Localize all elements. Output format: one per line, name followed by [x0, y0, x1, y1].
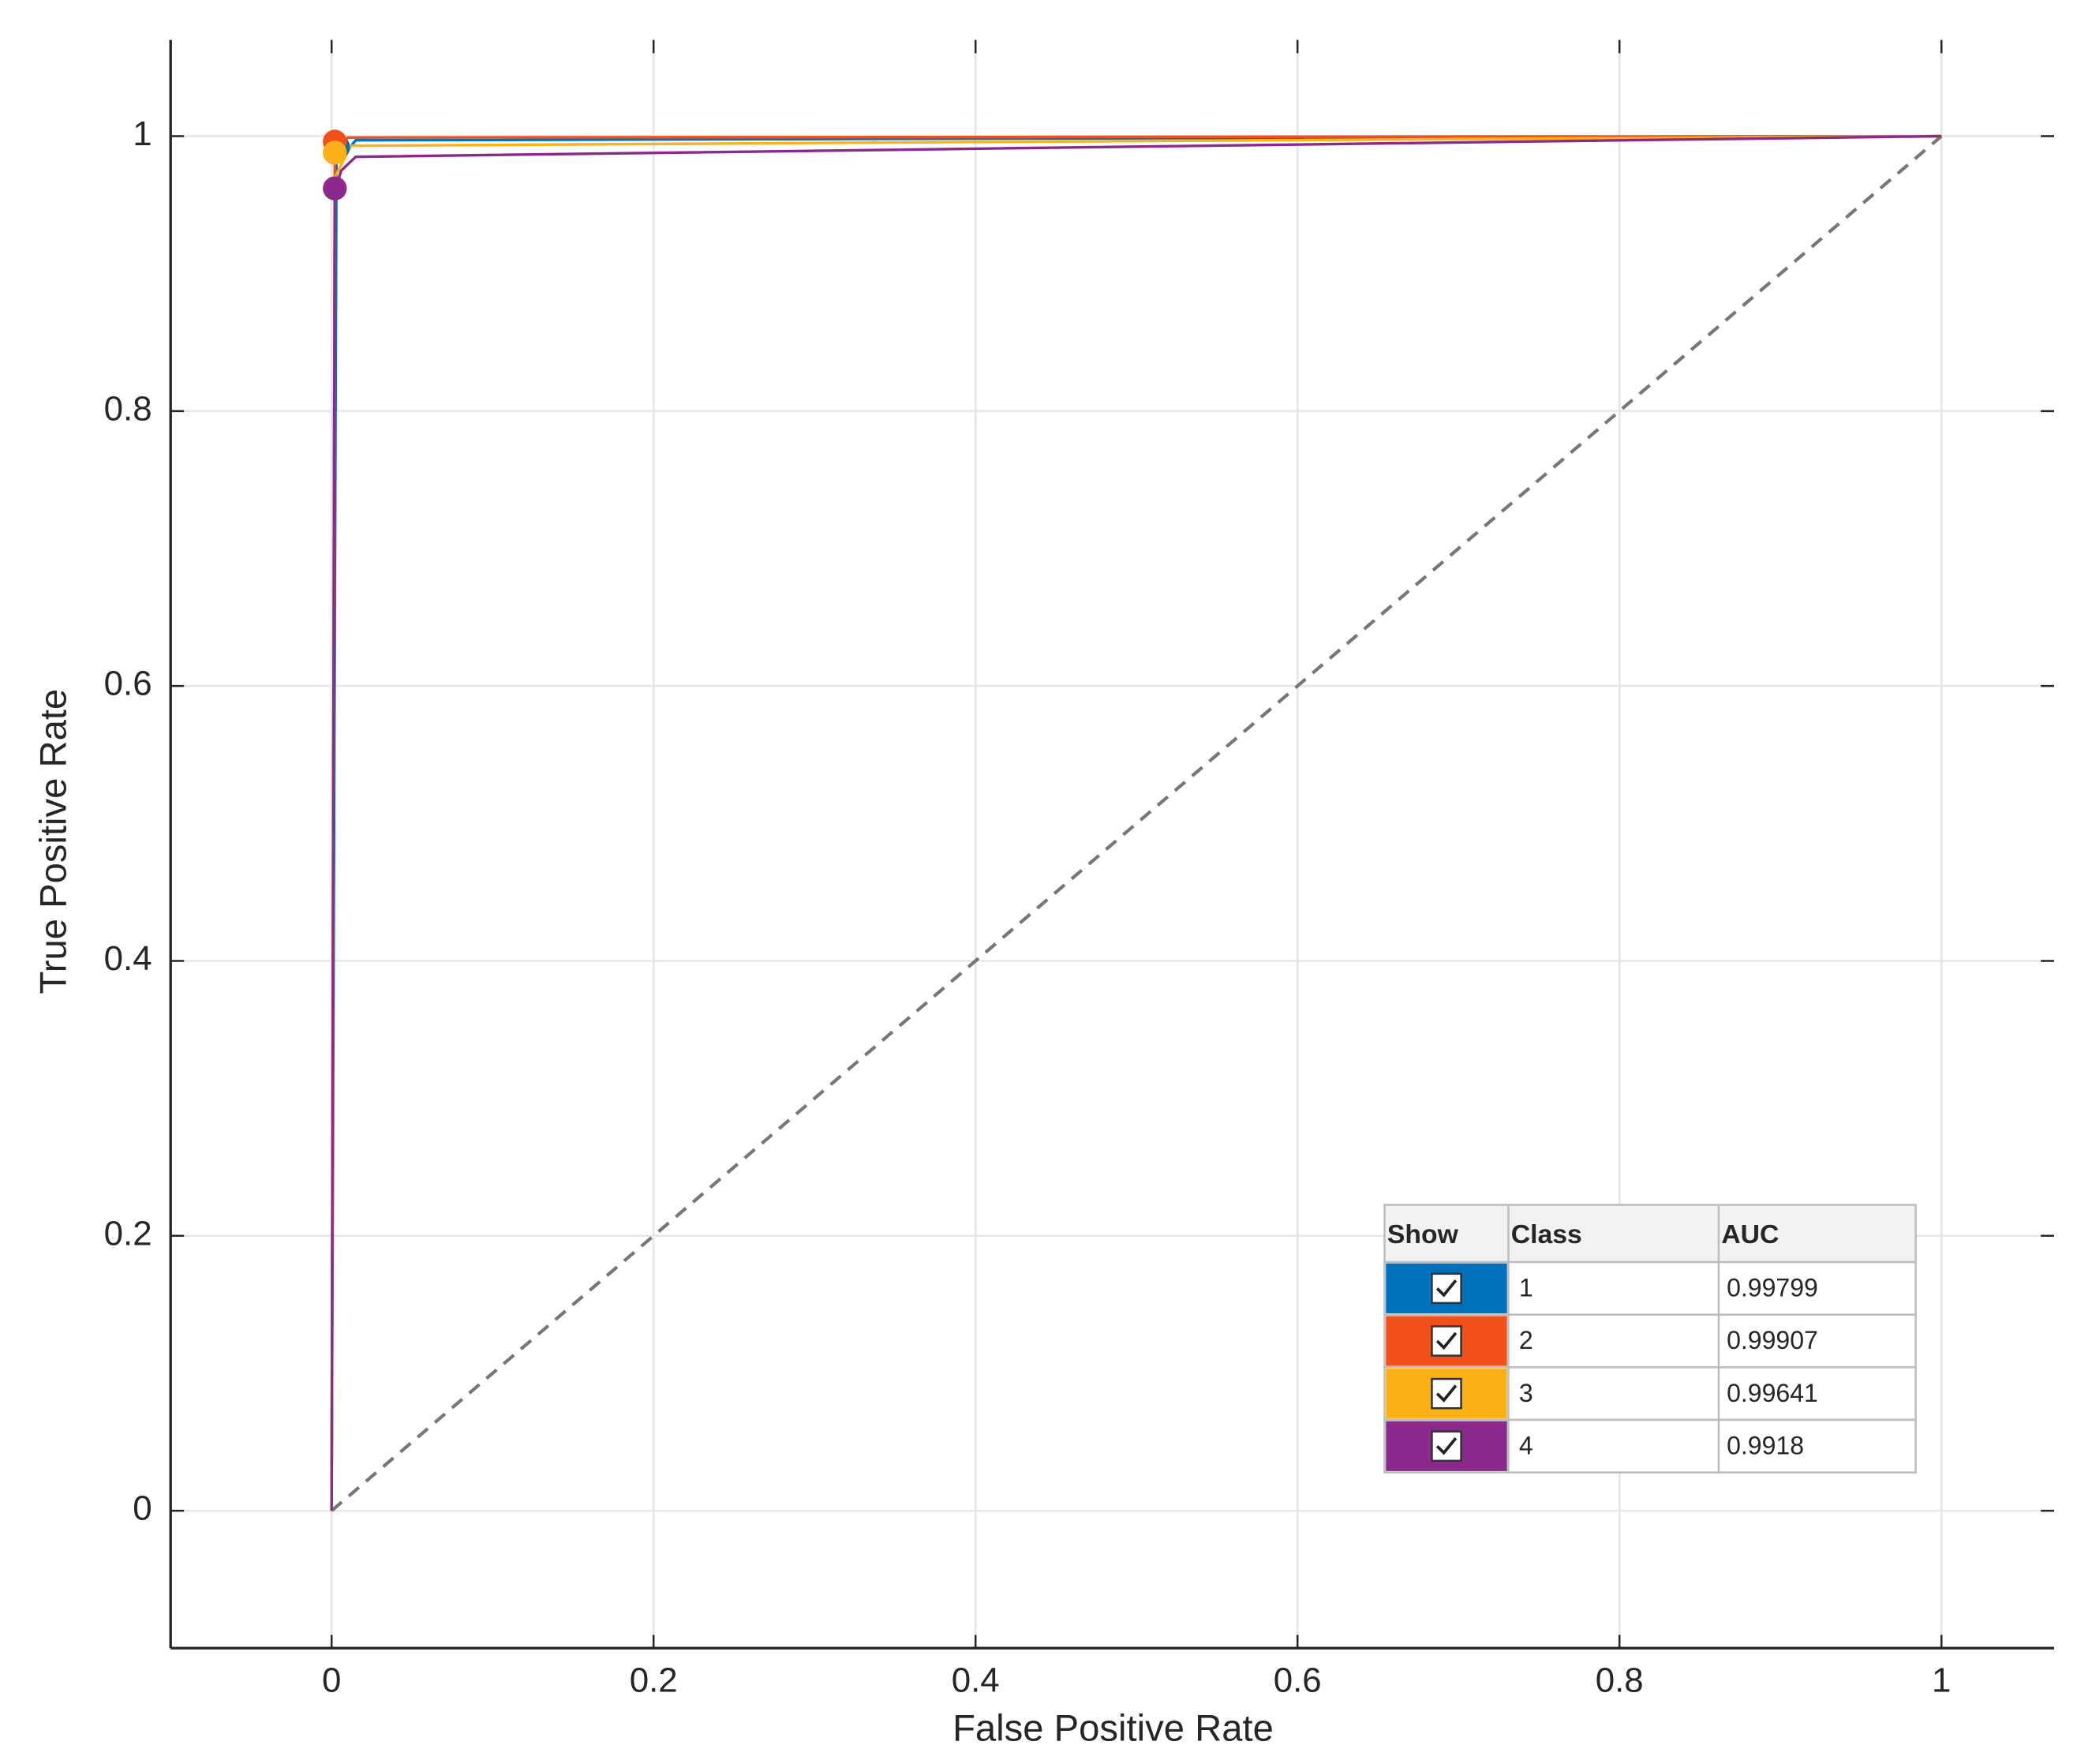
- legend-header: AUC: [1721, 1219, 1779, 1249]
- legend-class: 1: [1519, 1274, 1533, 1302]
- legend-auc: 0.9918: [1727, 1431, 1804, 1459]
- legend-header: Class: [1511, 1219, 1582, 1249]
- show-checkbox[interactable]: [1431, 1325, 1462, 1357]
- y-tick-label: 0.8: [104, 389, 152, 428]
- operating-point: [323, 176, 347, 200]
- x-tick-label: 0: [322, 1661, 341, 1700]
- checkbox-box: [1431, 1377, 1462, 1410]
- legend-auc: 0.99641: [1727, 1379, 1818, 1407]
- roc-curve: [330, 134, 1942, 1511]
- x-tick-label: 0.6: [1274, 1661, 1322, 1700]
- x-tick-label: 0.8: [1596, 1661, 1644, 1700]
- x-tick-label: 1: [1932, 1661, 1951, 1700]
- y-tick-label: 0.6: [104, 665, 152, 703]
- legend-auc: 0.99799: [1727, 1274, 1818, 1302]
- checkmark: [1435, 1331, 1458, 1350]
- checkmark: [1435, 1436, 1458, 1455]
- legend-table: Show Class AUC 1 0.99799 2 0.99907 3 0.99641 4 0.9…: [1383, 1204, 1917, 1474]
- legend-class: 4: [1519, 1431, 1533, 1459]
- legend-auc: 0.99907: [1727, 1326, 1818, 1354]
- show-checkbox[interactable]: [1431, 1430, 1462, 1463]
- legend-header-bg: [1383, 1204, 1917, 1264]
- checkmark: [1435, 1279, 1458, 1298]
- legend-class: 3: [1519, 1379, 1533, 1407]
- checkbox-box: [1431, 1430, 1462, 1463]
- checkbox-box: [1431, 1272, 1462, 1305]
- legend-header: Show: [1387, 1219, 1459, 1249]
- show-checkbox[interactable]: [1431, 1377, 1462, 1410]
- y-tick-label: 0.2: [104, 1214, 152, 1253]
- y-axis-label: True Positive Rate: [33, 689, 75, 994]
- legend-class: 2: [1519, 1326, 1533, 1354]
- show-checkbox[interactable]: [1431, 1272, 1462, 1305]
- checkbox-box: [1431, 1325, 1462, 1357]
- checkmark: [1435, 1384, 1458, 1403]
- x-tick-label: 0.2: [630, 1661, 678, 1700]
- y-tick-label: 1: [133, 114, 152, 153]
- x-tick-label: 0.4: [952, 1661, 1000, 1700]
- y-tick-label: 0.4: [104, 939, 152, 978]
- y-tick-label: 0: [133, 1489, 152, 1528]
- operating-point: [323, 140, 347, 165]
- x-axis-label: False Positive Rate: [952, 1707, 1274, 1749]
